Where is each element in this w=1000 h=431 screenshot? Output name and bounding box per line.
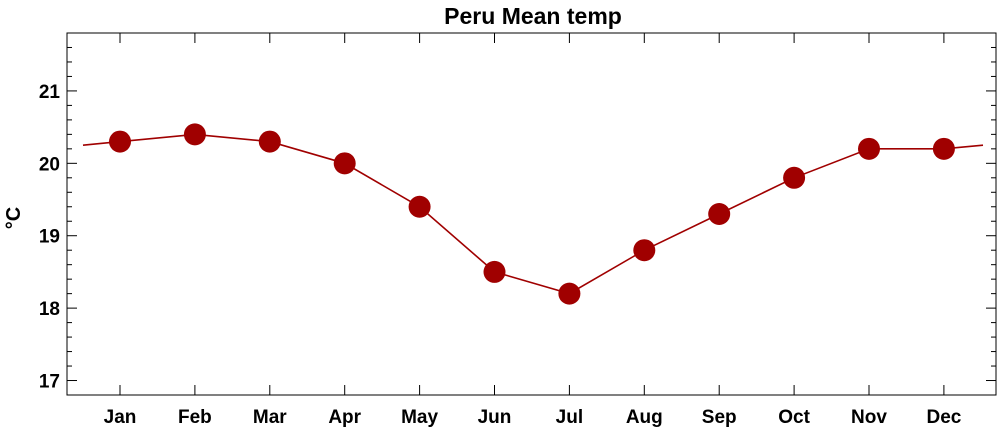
plot-frame (66, 32, 997, 396)
chart-title: Peru Mean temp (444, 3, 622, 29)
series-polyline (82, 133, 984, 295)
x-tick-label: Sep (702, 407, 737, 428)
data-point (558, 282, 581, 305)
x-tick-label: Jan (104, 407, 137, 428)
y-tick-labels: 17 18 19 20 21 (39, 82, 61, 393)
x-tick-label: Feb (178, 407, 212, 428)
x-tick-label: Apr (328, 407, 361, 428)
data-point (258, 130, 281, 153)
data-point (708, 203, 731, 225)
data-point (183, 123, 206, 146)
y-tick-label: 17 (39, 372, 60, 393)
data-point (783, 166, 806, 189)
x-tick-label: May (401, 407, 438, 428)
x-tick-label: Oct (778, 407, 810, 428)
series-markers (109, 123, 955, 305)
data-point (858, 137, 880, 160)
y-tick-label: 18 (39, 299, 60, 320)
x-tick-label: Nov (851, 407, 887, 428)
x-tick-label: Mar (253, 407, 287, 428)
data-point (633, 239, 656, 262)
axis-ticks (67, 32, 996, 396)
y-tick-label: 21 (39, 82, 61, 103)
x-tick-label: Jul (556, 407, 583, 428)
y-tick-label: 20 (39, 154, 60, 175)
data-point (109, 130, 131, 153)
data-point (333, 152, 356, 175)
x-tick-label: Jun (478, 407, 512, 428)
x-tick-label: Aug (626, 407, 663, 428)
x-tick-label: Dec (926, 407, 961, 428)
y-tick-label: 19 (39, 227, 60, 248)
series-line (82, 133, 984, 295)
data-point (483, 260, 506, 283)
data-point (408, 195, 431, 218)
y-axis-label: °C (3, 207, 25, 229)
x-tick-labels: Jan Feb Mar Apr May Jun Jul Aug Sep Oct Nov Dec (104, 407, 962, 428)
data-point (932, 137, 955, 160)
